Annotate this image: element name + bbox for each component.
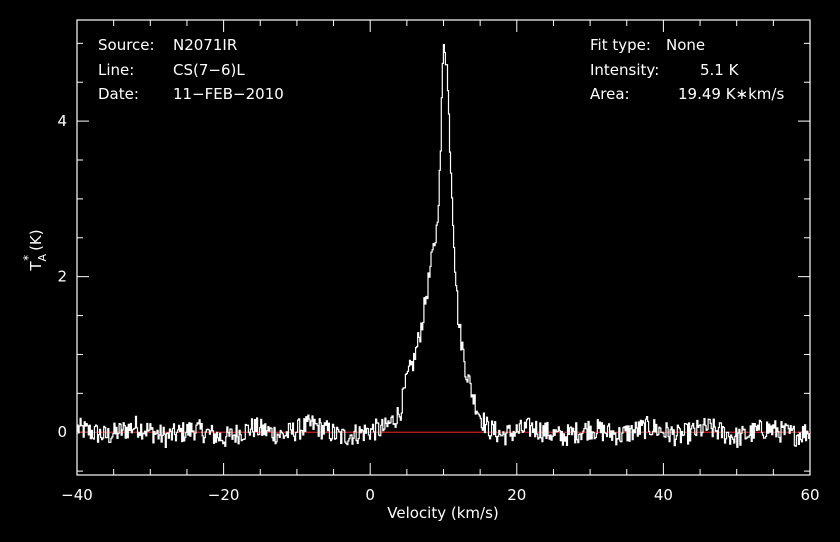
line-label: Line: [98, 61, 134, 79]
intensity-value: 5.1 K [700, 61, 740, 79]
source-value: N2071IR [173, 36, 237, 54]
fit-type-label: Fit type: [590, 36, 651, 54]
x-tick-label: 60 [800, 486, 819, 504]
x-tick-label: −40 [61, 486, 93, 504]
date-label: Date: [98, 85, 139, 103]
spectrum-line [77, 43, 811, 448]
y-axis-label: TA*(K) [21, 229, 49, 271]
x-tick-label: 20 [507, 486, 526, 504]
fit-type-value: None [666, 36, 705, 54]
area-label: Area: [590, 85, 630, 103]
date-value: 11−FEB−2010 [173, 85, 284, 103]
line-value: CS(7−6)L [173, 61, 245, 79]
x-tick-label: 40 [654, 486, 673, 504]
x-axis-label: Velocity (km/s) [387, 504, 498, 522]
intensity-label: Intensity: [590, 61, 659, 79]
svg-text:TA*(K): TA*(K) [21, 229, 49, 271]
x-tick-label: 0 [365, 486, 375, 504]
x-tick-label: −20 [208, 486, 240, 504]
axis-tick-labels: −40 −20 0 20 40 60 0 2 4 [57, 112, 819, 504]
area-value: 19.49 K∗km/s [678, 85, 784, 103]
y-tick-label: 4 [57, 112, 67, 130]
y-tick-label: 0 [57, 423, 67, 441]
y-tick-label: 2 [57, 268, 67, 286]
source-label: Source: [98, 36, 155, 54]
